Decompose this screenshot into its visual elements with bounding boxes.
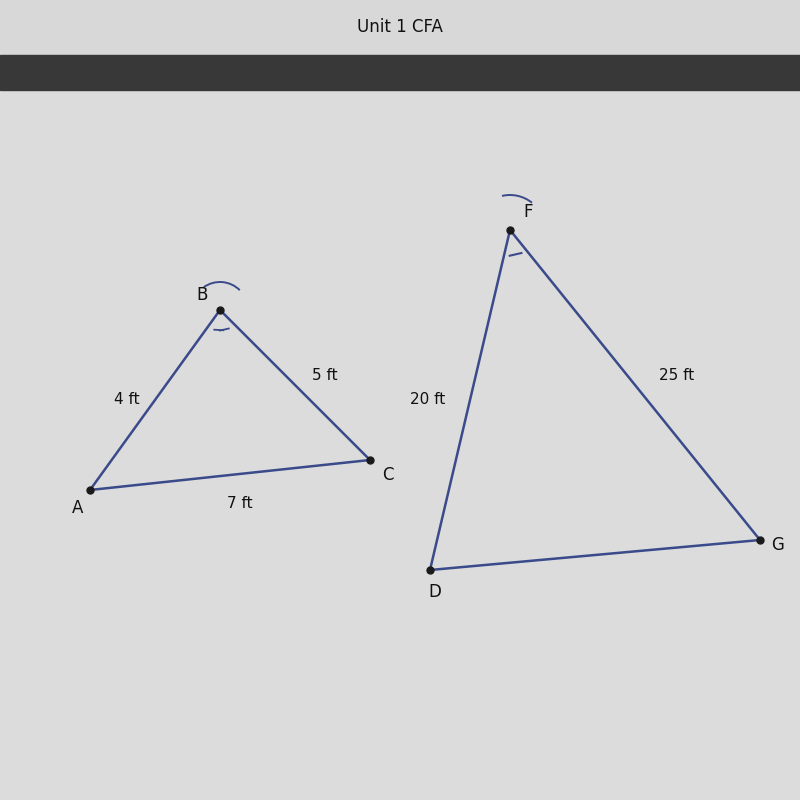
Text: 4 ft: 4 ft [114,393,140,407]
Text: B: B [196,286,208,304]
Bar [0,55,800,90]
Text: 5 ft: 5 ft [312,367,338,382]
Text: A: A [72,499,84,517]
Bar [0,90,800,800]
Bar [0,0,800,55]
Text: Unit 1 CFA: Unit 1 CFA [357,18,443,37]
Text: C: C [382,466,394,484]
Text: G: G [771,536,785,554]
Text: F: F [523,203,533,221]
Text: 20 ft: 20 ft [410,393,446,407]
Text: D: D [429,583,442,601]
Text: 7 ft: 7 ft [227,495,253,510]
Text: 25 ft: 25 ft [659,367,694,382]
